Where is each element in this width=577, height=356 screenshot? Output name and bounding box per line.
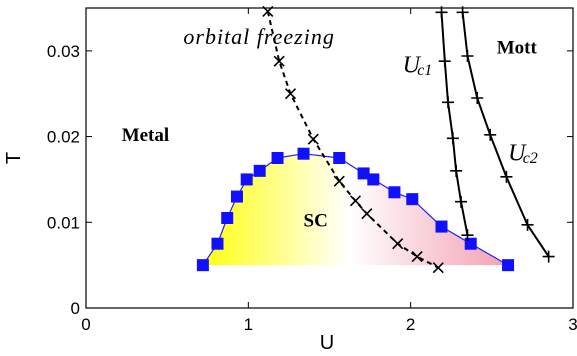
point-sc-dome (406, 193, 419, 206)
point-sc-dome (271, 152, 284, 164)
y-tick-label: 0 (71, 299, 80, 318)
region-label-metal: Metal (122, 125, 169, 146)
point-uc2 (500, 170, 513, 183)
series-line-orbital-freezing (266, 11, 439, 269)
point-sc-dome (388, 186, 401, 199)
x-tick-label: 0 (81, 315, 90, 334)
point-sc-dome (221, 212, 234, 224)
y-axis-label: T (3, 152, 25, 164)
x-axis-label: U (320, 332, 334, 354)
point-orbital-freezing (361, 208, 373, 220)
point-orbital-freezing (411, 251, 423, 263)
point-orbital-freezing (307, 133, 319, 145)
point-sc-dome (333, 152, 346, 164)
annotation-orbital-freezing: orbital freezing (183, 24, 334, 49)
point-sc-dome (367, 173, 380, 186)
point-uc2 (461, 50, 474, 62)
label-uc1-subscript: c1 (417, 62, 432, 79)
point-sc-dome (464, 237, 477, 250)
point-orbital-freezing (432, 262, 444, 274)
point-sc-dome (240, 173, 253, 186)
point-orbital-freezing (349, 195, 362, 207)
point-sc-dome (230, 190, 243, 203)
sc-region-fill (202, 153, 509, 266)
label-uc2-subscript: c2 (523, 150, 538, 167)
x-tick-label: 2 (406, 315, 415, 334)
point-orbital-freezing (284, 88, 297, 100)
point-uc1 (454, 195, 467, 208)
region-label-sc: SC (304, 211, 328, 232)
series-line-sc-dome (202, 153, 509, 266)
point-uc1 (442, 96, 455, 109)
y-tick-label: 0.01 (47, 213, 80, 232)
point-orbital-freezing (333, 175, 345, 187)
point-uc2 (484, 128, 497, 141)
point-uc1 (438, 55, 451, 68)
point-sc-dome (357, 167, 370, 180)
point-uc2 (542, 250, 555, 263)
y-tick-label: 0.03 (47, 42, 80, 61)
point-sc-dome (297, 147, 310, 160)
region-label-mott: Mott (497, 37, 538, 58)
point-orbital-freezing (273, 55, 285, 67)
point-sc-dome (435, 220, 448, 233)
point-uc1 (446, 132, 459, 145)
point-sc-dome (211, 237, 224, 250)
point-sc-dome (253, 164, 266, 177)
point-sc-dome (196, 259, 209, 272)
label-uc1: U (403, 52, 422, 78)
label-uc2: U (508, 141, 527, 167)
point-uc2 (521, 218, 534, 231)
y-tick-label: 0.02 (47, 128, 80, 147)
point-uc1 (461, 229, 474, 242)
point-uc2 (471, 92, 484, 104)
point-orbital-freezing (392, 238, 404, 250)
x-tick-label: 3 (568, 315, 577, 334)
plot-frame (85, 7, 574, 309)
point-uc1 (450, 164, 463, 177)
x-tick-label: 1 (244, 315, 253, 334)
point-sc-dome (502, 259, 515, 272)
